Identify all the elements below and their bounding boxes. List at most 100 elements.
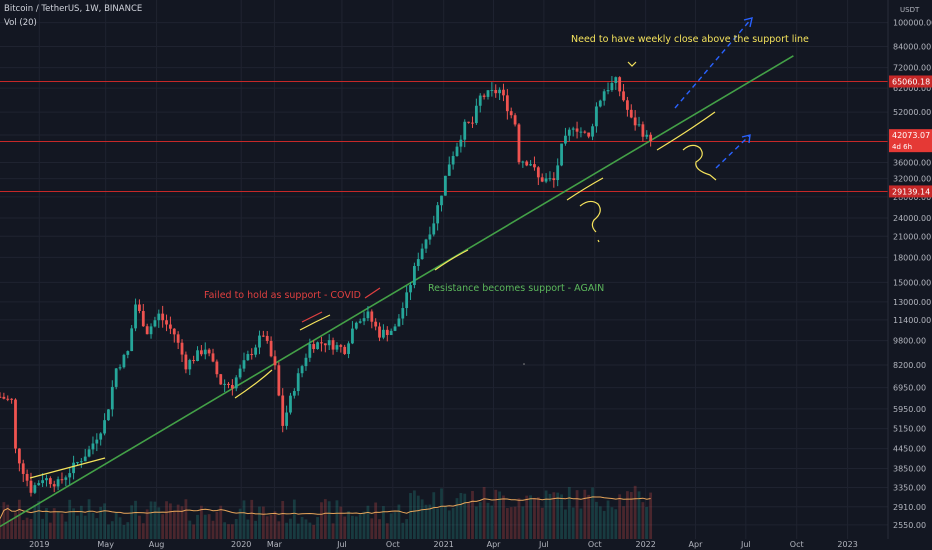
candle-body	[455, 146, 459, 157]
volume-bar	[176, 504, 180, 539]
candle-body	[323, 343, 327, 346]
candle-body	[103, 420, 106, 434]
volume-bar	[192, 524, 196, 539]
volume-bar	[29, 518, 33, 539]
candle-body	[17, 448, 21, 464]
candle-body	[447, 164, 451, 176]
x-tick-label: 2022	[635, 540, 655, 549]
yellow-underline	[656, 111, 716, 151]
candle-body	[6, 398, 10, 400]
annotation-resistance-support: Resistance becomes support - AGAIN	[428, 283, 604, 294]
volume-bar	[64, 521, 68, 539]
candle-body	[354, 322, 358, 329]
volume-bar	[52, 508, 56, 539]
volume-ma-line	[0, 496, 651, 519]
volume-bar	[79, 505, 83, 539]
candle-body	[591, 126, 594, 137]
candle-body	[91, 443, 95, 450]
volume-bar	[633, 485, 637, 539]
y-unit-label: USDT	[900, 6, 920, 14]
candle-body	[76, 462, 79, 464]
volume-bar	[548, 493, 552, 539]
volume-bar	[560, 494, 563, 539]
volume-bar	[474, 506, 478, 539]
volume-bar	[327, 501, 331, 539]
volume-bar	[316, 517, 319, 539]
volume-bar	[254, 520, 258, 539]
y-tick-label: 2910.00	[893, 503, 926, 512]
volume-bar	[536, 497, 540, 539]
candle-body	[351, 328, 354, 344]
y-tick-label: 84000.00	[893, 43, 931, 52]
x-tick-label: Mar	[267, 540, 283, 549]
countdown-label: 4d 6h	[892, 143, 912, 151]
candle-body	[188, 360, 192, 370]
volume-bar	[405, 519, 409, 539]
candle-body	[320, 342, 323, 344]
candle-body	[223, 383, 227, 385]
candle-body	[583, 131, 587, 133]
volume-bar	[467, 502, 471, 539]
volume-bar	[196, 514, 199, 539]
candle-body	[490, 89, 494, 91]
candle-body	[130, 328, 134, 352]
volume-bar	[432, 492, 436, 539]
volume-bar	[37, 500, 41, 539]
volume-bar	[312, 524, 316, 539]
candle-body	[64, 477, 68, 480]
grid-lines	[0, 0, 888, 539]
volume-bar	[0, 518, 2, 539]
volume-bar	[517, 498, 521, 539]
volume-bar	[626, 491, 629, 539]
volume-bar	[413, 490, 416, 539]
volume-bar	[629, 491, 633, 539]
candle-body	[184, 354, 188, 370]
volume-bar	[409, 493, 412, 539]
candle-body	[440, 195, 443, 206]
volume-bar	[591, 487, 594, 539]
candle-body	[281, 395, 285, 426]
candle-body	[587, 132, 591, 137]
volume-bar	[610, 507, 614, 539]
volume-bar	[296, 523, 300, 539]
candle-body	[536, 167, 540, 178]
x-tick-label: Oct	[588, 540, 602, 549]
time-axis[interactable]: 2019 May Aug 2020 Mar Jul Oct 2021 Apr Jul Oct 2022…	[0, 539, 932, 550]
volume-bar	[564, 509, 567, 539]
candle-body	[21, 463, 25, 474]
candle-body	[409, 285, 412, 293]
volume-bar	[351, 515, 354, 539]
volume-bar	[141, 523, 145, 539]
price-axis[interactable]: 2550.00 2910.00 3350.00 3850.00 4450.00 5150.…	[887, 0, 932, 550]
candle-body	[471, 122, 474, 124]
x-tick-label: Apr	[689, 540, 704, 549]
volume-bar	[145, 509, 149, 539]
candle-body	[629, 109, 633, 118]
volume-bar	[250, 499, 254, 539]
volume-bar	[428, 504, 432, 539]
y-tick-label: 100000.00	[893, 19, 932, 28]
candle-body	[552, 178, 556, 181]
candle-body	[633, 117, 637, 126]
volume-bar	[219, 505, 223, 539]
volume-bar	[45, 508, 48, 539]
candle-body	[513, 115, 517, 125]
candle-body	[502, 89, 505, 96]
candle-body	[463, 121, 467, 140]
trendline[interactable]	[0, 55, 794, 528]
y-tick-label: 15000.00	[893, 278, 931, 287]
x-tick-label: 2019	[29, 540, 49, 549]
candle-body	[579, 131, 583, 133]
candle-body	[180, 342, 184, 355]
volume-bar	[649, 492, 653, 539]
x-tick-label: Oct	[386, 540, 400, 549]
volume-bar	[455, 498, 459, 539]
candle-body	[618, 77, 622, 92]
candle-body	[571, 128, 575, 130]
volume-bar	[273, 511, 277, 539]
candle-body	[443, 175, 447, 196]
yellow-underline	[299, 314, 331, 331]
y-tick-label: 21000.00	[893, 232, 931, 241]
volume-bar	[513, 506, 517, 539]
